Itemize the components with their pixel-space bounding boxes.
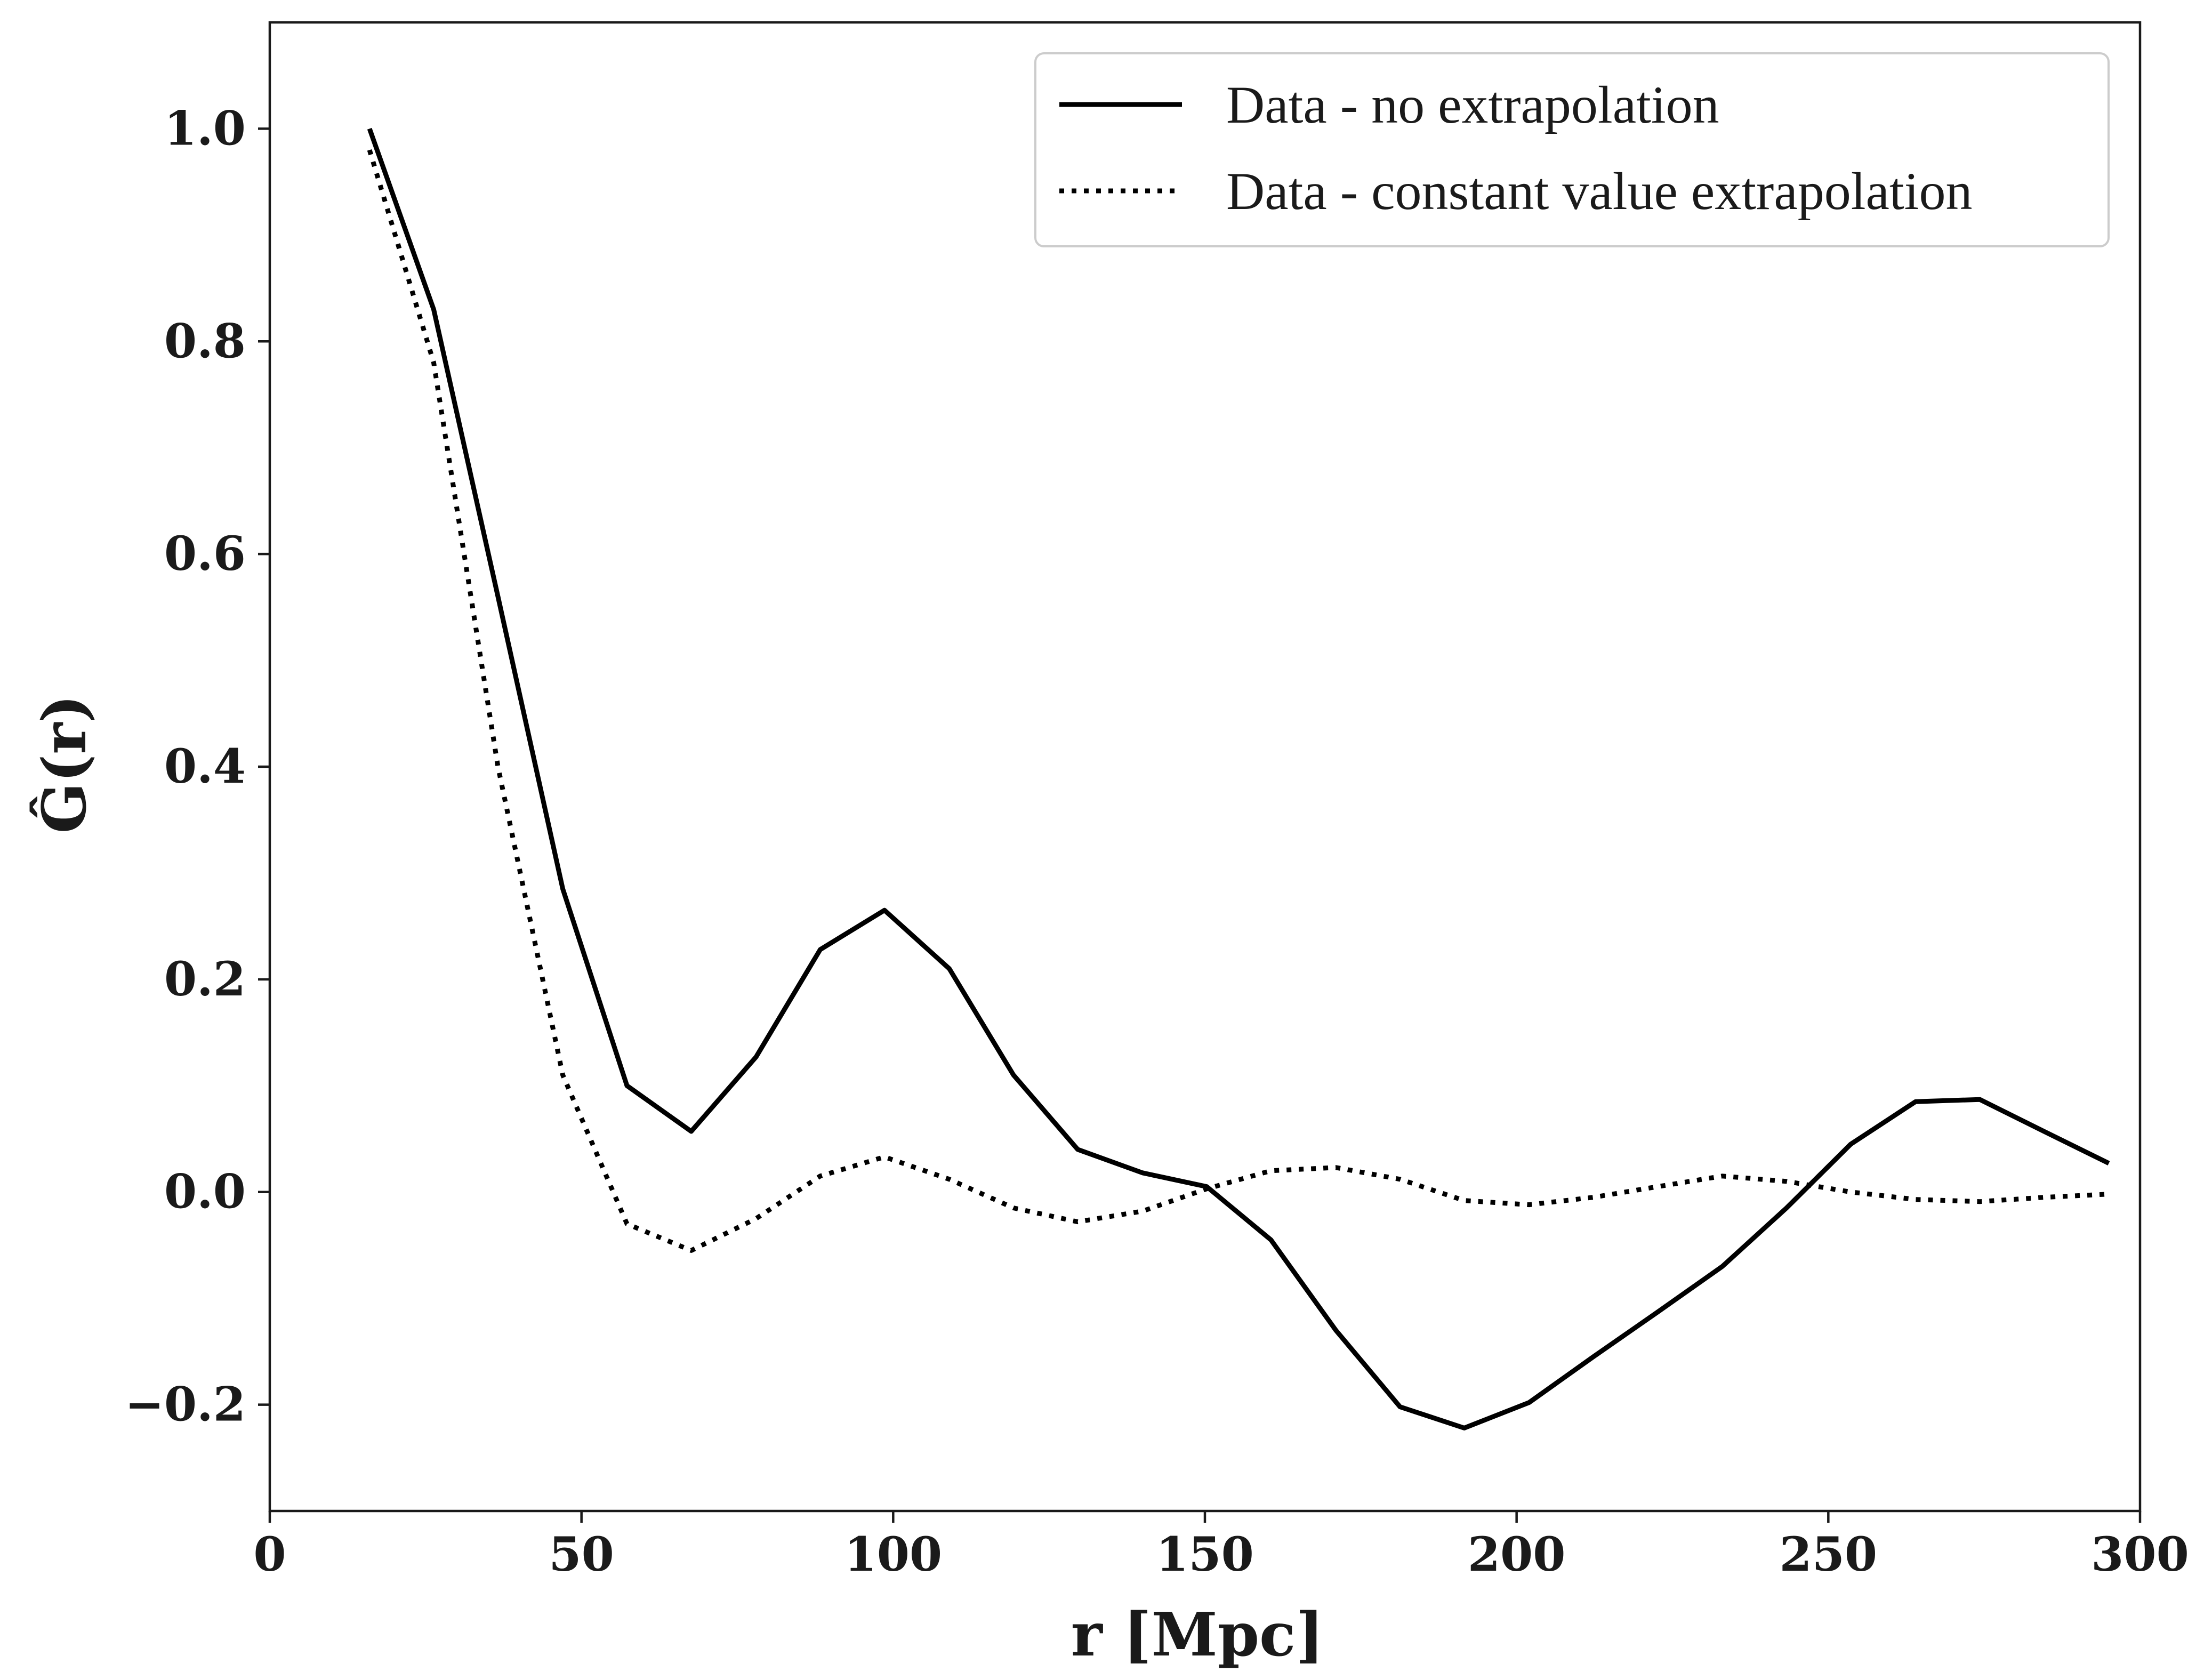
x-tick-label: 300 — [2091, 1526, 2189, 1582]
x-axis-label: r [Mpc] — [1071, 1600, 1324, 1670]
y-tick-label: 0.6 — [164, 526, 246, 581]
y-tick-label: 1.0 — [164, 100, 246, 156]
plot-frame — [268, 21, 2142, 1513]
legend: Data - no extrapolation Data - constant … — [1034, 52, 2110, 247]
x-axis-ticks: 0 50 100 150 200 250 300 — [253, 1511, 2189, 1582]
y-tick-label: 0.8 — [164, 313, 246, 368]
y-tick-label: −0.2 — [125, 1377, 246, 1432]
legend-label-no-extrapolation: Data - no extrapolation — [1226, 75, 1719, 134]
x-tick-label: 100 — [844, 1526, 942, 1582]
y-tick-label: 0.2 — [164, 951, 246, 1007]
y-tick-label: 0.4 — [164, 738, 246, 794]
legend-box — [1034, 52, 2110, 247]
x-tick-label: 250 — [1779, 1526, 1877, 1582]
legend-label-constant-extrapolation: Data - constant value extrapolation — [1226, 162, 1972, 221]
x-tick-label: 200 — [1468, 1526, 1566, 1582]
series-line-constant-extrapolation — [367, 149, 2109, 1253]
series-line-no-extrapolation — [367, 127, 2110, 1430]
x-tick-label: 50 — [549, 1526, 614, 1582]
y-tick-label: 0.0 — [164, 1164, 246, 1219]
series-layer — [367, 127, 2110, 1430]
y-axis-label: Ĝ(r) — [30, 695, 100, 834]
x-tick-label: 0 — [253, 1526, 286, 1582]
y-axis-ticks: −0.2 0.0 0.2 0.4 0.6 0.8 1.0 — [125, 100, 270, 1432]
x-tick-label: 150 — [1156, 1526, 1254, 1582]
